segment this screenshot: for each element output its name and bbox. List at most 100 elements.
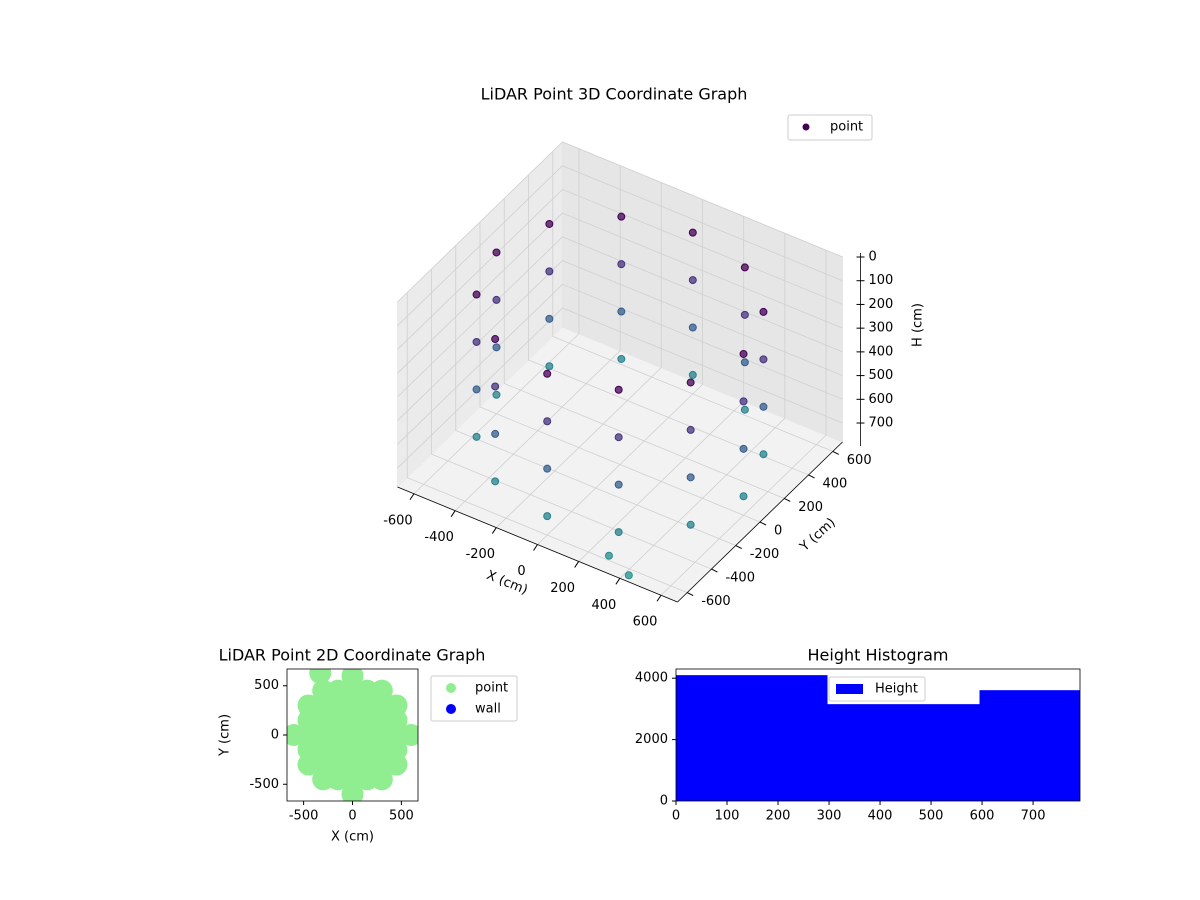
point: [492, 248, 501, 257]
bar: [979, 690, 1080, 801]
point: [759, 307, 768, 316]
point: [472, 432, 481, 441]
point: [309, 669, 332, 684]
point: [341, 783, 364, 801]
point: [614, 528, 623, 537]
grid-line: [397, 212, 843, 374]
y-tick: [711, 568, 718, 573]
x-tick: [491, 527, 497, 534]
point: [688, 370, 697, 379]
grid-line: [455, 245, 736, 546]
legend-box: [787, 114, 873, 141]
y-tick: [808, 474, 815, 479]
y-tick-label: 400: [823, 476, 848, 491]
z-tick-label: 500: [869, 368, 894, 383]
point: [739, 444, 748, 453]
point: [604, 551, 613, 560]
x-axis-line: [397, 486, 678, 603]
point: [545, 267, 554, 276]
x-tick-label: 400: [591, 598, 616, 613]
point: [617, 212, 626, 221]
point: [739, 397, 748, 406]
point: [545, 219, 554, 228]
point: [686, 378, 695, 387]
y-tick-label: -200: [750, 547, 780, 562]
point: [472, 290, 481, 299]
grid-line: [397, 236, 843, 398]
y-tick: [832, 450, 840, 455]
point: [688, 228, 697, 237]
point: [543, 369, 552, 378]
grid-line: [397, 165, 843, 327]
point: [759, 450, 768, 459]
y-tick-label: 0: [774, 524, 782, 539]
grid-line: [496, 182, 662, 528]
point: [492, 343, 501, 352]
point: [617, 260, 626, 269]
z-tick-label: 600: [869, 392, 894, 407]
x-tick-label: 0: [517, 564, 525, 579]
axes-frame: [675, 668, 1081, 802]
y-tick: [735, 545, 742, 549]
point: [472, 385, 481, 394]
point: [614, 480, 623, 489]
x-tick-label: 200: [550, 581, 575, 596]
grid-line: [397, 141, 843, 303]
y-tick-label: 4000: [635, 671, 668, 686]
point: [759, 355, 768, 364]
point: [614, 385, 623, 394]
x-tick-label: -400: [424, 530, 454, 545]
grid-line: [397, 283, 843, 445]
point: [688, 276, 697, 285]
x-tick: [450, 510, 456, 517]
x-tick-label: 400: [868, 809, 893, 824]
y-axis-line: [677, 441, 843, 603]
x-tick-label: -500: [289, 809, 319, 824]
y-tick: [759, 521, 767, 526]
point: [759, 402, 768, 411]
legend-label: wall: [475, 702, 501, 717]
grid-line: [397, 260, 843, 421]
x-tick-label: 500: [919, 809, 944, 824]
bar: [827, 704, 980, 801]
bar: [676, 675, 828, 801]
x-tick-label: 300: [817, 809, 842, 824]
point: [370, 679, 393, 702]
y-axis-label: Y (cm): [218, 714, 233, 757]
point: [543, 512, 552, 521]
point: [686, 425, 695, 434]
grid-line: [619, 233, 786, 579]
point: [491, 382, 500, 391]
legend-box: [430, 675, 518, 722]
y-tick-label: 500: [254, 678, 279, 693]
grid-line: [397, 307, 843, 469]
grid-line: [503, 198, 785, 499]
x-tick-label: -200: [466, 547, 496, 562]
grid-line: [454, 165, 621, 511]
point: [545, 362, 554, 371]
legend-marker: [802, 123, 810, 131]
point: [688, 323, 697, 332]
z-axis-label: H (cm): [911, 303, 926, 347]
y-tick-label: 0: [271, 728, 279, 743]
legend-box: [828, 676, 926, 702]
point: [491, 335, 500, 344]
x-tick-label: 100: [715, 809, 740, 824]
y-tick-label: -500: [249, 777, 279, 792]
x-tick: [533, 544, 538, 551]
grid-line: [660, 250, 827, 596]
legend-label: point: [830, 120, 863, 135]
legend-label: point: [475, 681, 508, 696]
chart-title: LiDAR Point 3D Coordinate Graph: [481, 85, 748, 104]
y-tick-label: -400: [725, 571, 755, 586]
point: [740, 358, 749, 367]
x-axis-label: X (cm): [331, 830, 374, 845]
grid-line: [406, 292, 688, 593]
y-tick-label: 200: [798, 500, 823, 515]
z-tick-label: 0: [869, 250, 877, 265]
point: [400, 724, 418, 746]
point: [491, 477, 500, 486]
z-tick-label: 700: [869, 416, 894, 431]
x-tick-label: 0: [348, 809, 356, 824]
